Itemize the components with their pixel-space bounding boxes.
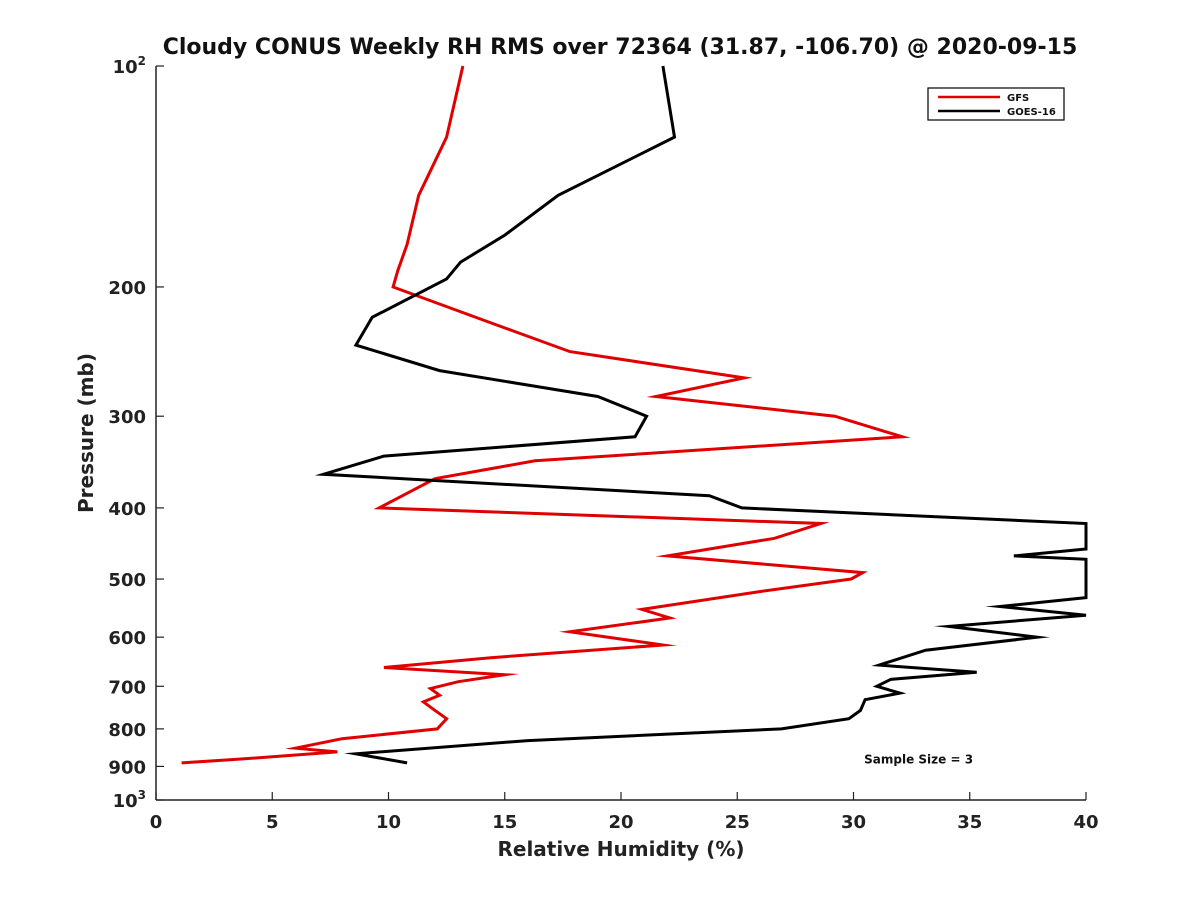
x-tick-label: 35 [957, 812, 982, 833]
series-layer [181, 65, 1088, 765]
x-tick-label: 15 [492, 812, 517, 833]
sample-size-annotation: Sample Size = 3 [864, 752, 973, 766]
y-tick-label: 600 [108, 628, 146, 649]
legend-label-gfs: GFS [1007, 93, 1029, 104]
y-tick-label: 102 [113, 54, 146, 78]
legend-label-goes16: GOES-16 [1007, 107, 1056, 118]
y-axis-label: Pressure (mb) [74, 353, 98, 513]
y-tick-label: 103 [113, 788, 146, 812]
x-tick-label: 20 [608, 812, 633, 833]
y-tick-label: 900 [108, 757, 146, 778]
x-tick-label: 0 [150, 812, 163, 833]
legend-box [927, 87, 1065, 121]
series-line-gfs [181, 65, 911, 765]
x-tick-label: 5 [266, 812, 279, 833]
ticks-layer: 0 5 10 15 20 25 30 35 40 102 200 300 400 500 600 700 800… [108, 54, 1098, 833]
y-tick-label: 500 [108, 570, 146, 591]
legend: GFS GOES-16 [927, 87, 1065, 121]
x-tick-label: 10 [376, 812, 401, 833]
series-line-goes16 [314, 65, 1088, 765]
x-tick-label: 40 [1073, 812, 1098, 833]
x-tick-label: 25 [725, 812, 750, 833]
y-tick-label: 400 [108, 499, 146, 520]
chart-title: Cloudy CONUS Weekly RH RMS over 72364 (3… [163, 35, 1078, 60]
y-tick-label: 700 [108, 677, 146, 698]
y-tick-label: 300 [108, 407, 146, 428]
y-tick-label: 200 [108, 278, 146, 299]
x-axis-label: Relative Humidity (%) [497, 837, 744, 861]
plot-frame [155, 66, 1086, 801]
y-tick-label: 800 [108, 720, 146, 741]
x-tick-label: 30 [841, 812, 866, 833]
